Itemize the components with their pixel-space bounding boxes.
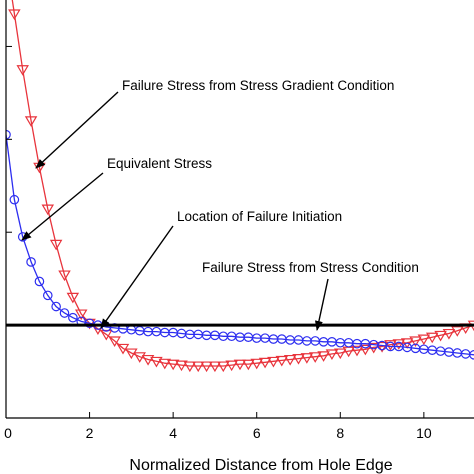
data-point (208, 361, 222, 373)
x-tick-label: 10 (416, 425, 432, 441)
data-point (16, 65, 29, 76)
data-point (258, 357, 272, 369)
data-point (175, 360, 188, 372)
x-tick-label: 4 (169, 425, 177, 441)
data-point (250, 358, 263, 370)
axes (5, 0, 474, 419)
data-point (350, 345, 364, 357)
data-point (334, 348, 347, 360)
data-point (451, 326, 464, 337)
data-point (41, 204, 55, 216)
data-point (42, 290, 53, 301)
x-axis-label: Normalized Distance from Hole Edge (129, 457, 392, 474)
data-point (233, 359, 247, 371)
data-point (59, 308, 70, 318)
annotation-gradient-label: Failure Stress from Stress Gradient Cond… (122, 78, 394, 93)
data-point (150, 356, 163, 368)
data-point (108, 336, 121, 348)
equivalent-stress-line (6, 134, 474, 356)
data-point (125, 348, 138, 360)
data-point (300, 353, 314, 364)
data-point (66, 292, 80, 304)
data-point (325, 349, 339, 361)
x-tick-label: 2 (86, 425, 94, 441)
data-point (283, 354, 297, 366)
annotation-stress-condition-label: Failure Stress from Stress Condition (202, 260, 419, 275)
data-point (24, 116, 38, 127)
data-point (275, 355, 289, 367)
data-point (392, 339, 406, 350)
annotation-equivalent: Equivalent Stress (21, 156, 212, 241)
data-point (6, 129, 11, 140)
annotation-stress-condition-arrow (314, 278, 329, 331)
data-point (183, 361, 197, 373)
annotation-initiation-label: Location of Failure Initiation (177, 209, 342, 224)
data-point (225, 360, 238, 372)
x-tick-label: 6 (253, 425, 261, 441)
data-point (158, 358, 172, 370)
annotation-initiation: Location of Failure Initiation (100, 209, 342, 329)
x-tick-label: 8 (336, 425, 344, 441)
data-point (384, 340, 397, 351)
annotation-gradient: Failure Stress from Stress Gradient Cond… (35, 78, 394, 169)
plot-area (6, 0, 474, 373)
x-tick-labels: 0 2 4 6 8 10 (4, 425, 432, 441)
data-point (375, 341, 389, 353)
annotation-equivalent-arrow (21, 172, 104, 241)
data-point (34, 276, 45, 287)
data-point (409, 336, 422, 348)
data-point (317, 351, 330, 362)
data-point (308, 352, 322, 363)
annotation-gradient-arrow (35, 91, 119, 169)
x-tick-label: 0 (4, 425, 12, 441)
data-point (100, 329, 113, 341)
series-group (6, 0, 474, 373)
data-point (434, 330, 447, 342)
data-point (442, 328, 456, 340)
data-point (267, 356, 280, 368)
annotation-equivalent-label: Equivalent Stress (107, 156, 212, 171)
annotation-stress-condition: Failure Stress from Stress Condition (202, 260, 419, 331)
data-point (292, 354, 305, 365)
data-point (200, 361, 213, 373)
data-point (217, 361, 230, 373)
data-point (242, 359, 255, 371)
data-point (68, 312, 78, 323)
data-point (359, 344, 372, 356)
data-point (141, 354, 155, 366)
gradient-failure-stress-series (8, 0, 474, 373)
data-point (191, 361, 205, 373)
data-point (74, 309, 88, 321)
data-point (417, 334, 431, 346)
data-point (166, 359, 180, 371)
annotation-initiation-arrow (100, 225, 174, 329)
data-point (26, 257, 36, 267)
data-point (9, 194, 20, 205)
data-point (8, 9, 21, 21)
data-point (400, 338, 414, 349)
data-point (58, 270, 71, 282)
data-point (49, 239, 63, 251)
data-point (51, 301, 61, 312)
data-point (425, 332, 439, 344)
data-point (133, 352, 146, 363)
